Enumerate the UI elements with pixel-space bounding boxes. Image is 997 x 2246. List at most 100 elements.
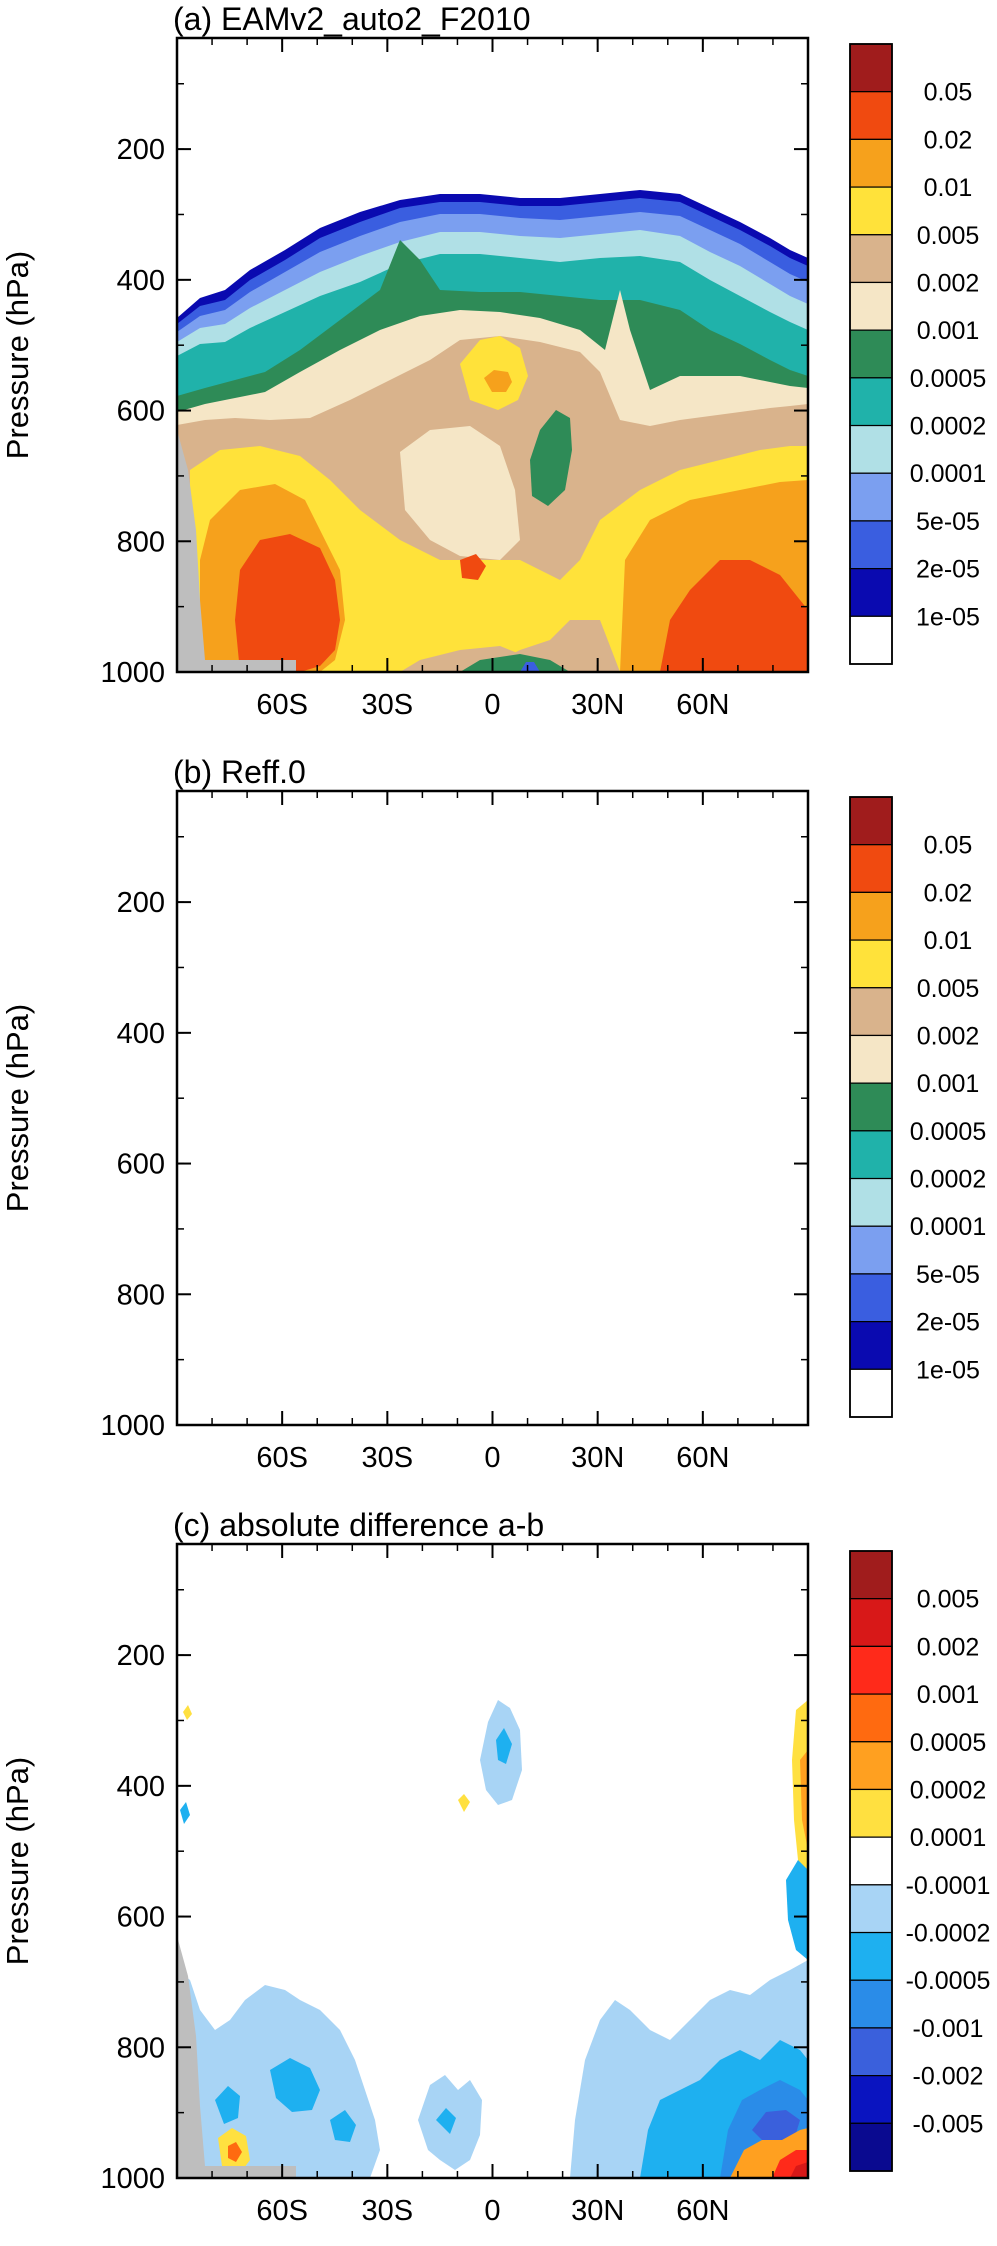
blob-0.0005-mid1 xyxy=(436,2108,456,2134)
blob-0.0005-sh1 xyxy=(215,2086,240,2124)
colorbar-swatch xyxy=(849,1836,893,1886)
y-tick-label: 400 xyxy=(117,1771,165,1803)
colorbar-swatch xyxy=(849,939,893,989)
colorbar-label: 0.0001 xyxy=(910,460,986,488)
colorbar-swatch xyxy=(849,568,893,617)
colorbar-swatch xyxy=(849,91,893,140)
colorbar-label: -0.0002 xyxy=(906,1920,991,1948)
panel-a: (a) EAMv2_auto2_F2010 Pressure (hPa) xyxy=(0,1,986,721)
colorbar-swatch xyxy=(849,1741,893,1791)
contour-0.0005 xyxy=(177,993,808,1425)
colorbar-frame xyxy=(849,43,893,665)
contour-0.0005-base xyxy=(460,1407,570,1425)
colorbar-label: 0.0005 xyxy=(910,1729,986,1757)
colorbar-label: -0.002 xyxy=(913,2063,984,2091)
y-tick-label: 200 xyxy=(117,887,165,919)
contour-2e-05-base xyxy=(520,662,540,672)
colorbar-swatch xyxy=(849,1177,893,1227)
contour-0.02-small xyxy=(460,1307,486,1333)
x-tick-label: 0 xyxy=(484,1442,500,1474)
contour-0.001-inner xyxy=(400,1179,520,1313)
colorbar-label: 0.001 xyxy=(917,1070,980,1098)
colorbar-swatch xyxy=(849,1273,893,1323)
colorbar-label: 0.0002 xyxy=(910,1776,986,1804)
colorbar-label: 0.0001 xyxy=(910,1824,986,1852)
panel-title: (c) absolute difference a-b xyxy=(173,1507,544,1543)
colorbar-swatch xyxy=(849,234,893,284)
y-tick-label: 400 xyxy=(117,265,165,297)
x-tick-label: 60S xyxy=(256,689,308,721)
colorbar-swatch xyxy=(849,1130,893,1180)
x-tick-label: 60N xyxy=(676,2195,729,2227)
contour-0.001-inner xyxy=(400,426,520,560)
colorbar-label: 0.002 xyxy=(917,1633,980,1661)
contour-0.01-upper xyxy=(484,370,512,392)
colorbar-swatch xyxy=(849,520,893,570)
colorbar-swatch xyxy=(849,987,893,1037)
colorbar-swatch xyxy=(849,1368,893,1418)
y-tick-label: 1000 xyxy=(100,657,165,689)
blob-pos-nh-core xyxy=(790,2162,808,2178)
colorbar-swatch xyxy=(849,2122,893,2172)
colorbar-label: 0.0001 xyxy=(910,1213,986,1241)
contour-0.0001 xyxy=(177,983,808,1425)
colorbar-swatch xyxy=(849,377,893,427)
colorbar-label: 2e-05 xyxy=(916,1309,980,1337)
y-tick-label: 800 xyxy=(117,1279,165,1311)
colorbar-label: 0.005 xyxy=(917,1586,980,1614)
colorbar-swatch xyxy=(849,1788,893,1838)
contour-0.02 xyxy=(235,534,808,672)
colorbar-label: -0.001 xyxy=(913,2015,984,2043)
colorbar-label: 0.005 xyxy=(917,222,980,250)
colorbar-swatch xyxy=(849,1321,893,1370)
contour-0.005-upper xyxy=(460,1089,528,1163)
y-tick-label: 1000 xyxy=(100,2163,165,2195)
y-tick-label: 600 xyxy=(117,1149,165,1181)
colorbar-label: 0.001 xyxy=(917,317,980,345)
blob-0.0005-sh3 xyxy=(330,2110,356,2142)
contour-0.0002 xyxy=(177,1007,808,1425)
colorbar-label: 0.05 xyxy=(924,79,973,107)
colorbar-swatch xyxy=(849,2027,893,2077)
blob-pos-sh-inner xyxy=(228,2142,242,2162)
colorbar-label: 0.01 xyxy=(924,174,973,202)
colorbar-label: 0.005 xyxy=(917,975,980,1003)
colorbar-swatch xyxy=(849,891,893,941)
colorbar-swatch xyxy=(849,1598,893,1647)
x-tick-label: 60N xyxy=(676,689,729,721)
colorbar-label: 1e-05 xyxy=(916,1356,980,1384)
y-axis-label: Pressure (hPa) xyxy=(0,251,35,459)
difference-field xyxy=(177,1700,808,2178)
x-tick-label: 30N xyxy=(571,689,624,721)
colorbar-label: 0.05 xyxy=(924,832,973,860)
contour-0.01-upper xyxy=(484,1123,512,1145)
x-tick-label: 60S xyxy=(256,1442,308,1474)
colorbar-swatch xyxy=(849,2075,893,2124)
colorbar-label: -0.005 xyxy=(913,2110,984,2138)
contour-0.01 xyxy=(200,480,808,672)
axes: 200 400 600 800 1000 60S 30S 0 30N 60N xyxy=(100,38,808,721)
y-tick-label: 200 xyxy=(117,1640,165,1672)
y-tick-label: 600 xyxy=(117,1902,165,1934)
colorbar-frame xyxy=(849,1550,893,2172)
colorbar-label: 0.02 xyxy=(924,126,973,154)
y-tick-label: 400 xyxy=(117,1018,165,1050)
colorbar-label: 0.002 xyxy=(917,1022,980,1050)
contour-0.0005-inner xyxy=(530,1163,572,1259)
colorbar-label: -0.0005 xyxy=(906,1967,991,1995)
colorbar-label: 0.0002 xyxy=(910,1166,986,1194)
y-tick-label: 200 xyxy=(117,134,165,166)
x-tick-label: 30N xyxy=(571,2195,624,2227)
colorbar-label: 0.0005 xyxy=(910,365,986,393)
colorbar-swatch xyxy=(849,1884,893,1934)
contour-1e-05 xyxy=(177,943,808,1425)
y-tick-label: 1000 xyxy=(100,1410,165,1442)
colorbar-swatch xyxy=(849,1931,893,1981)
x-tick-label: 60N xyxy=(676,1442,729,1474)
x-tick-label: 30S xyxy=(362,2195,414,2227)
colorbar-label: 0.002 xyxy=(917,269,980,297)
blob-pos-nh-edge2 xyxy=(800,1750,808,1850)
colorbar-swatch xyxy=(849,1225,893,1275)
